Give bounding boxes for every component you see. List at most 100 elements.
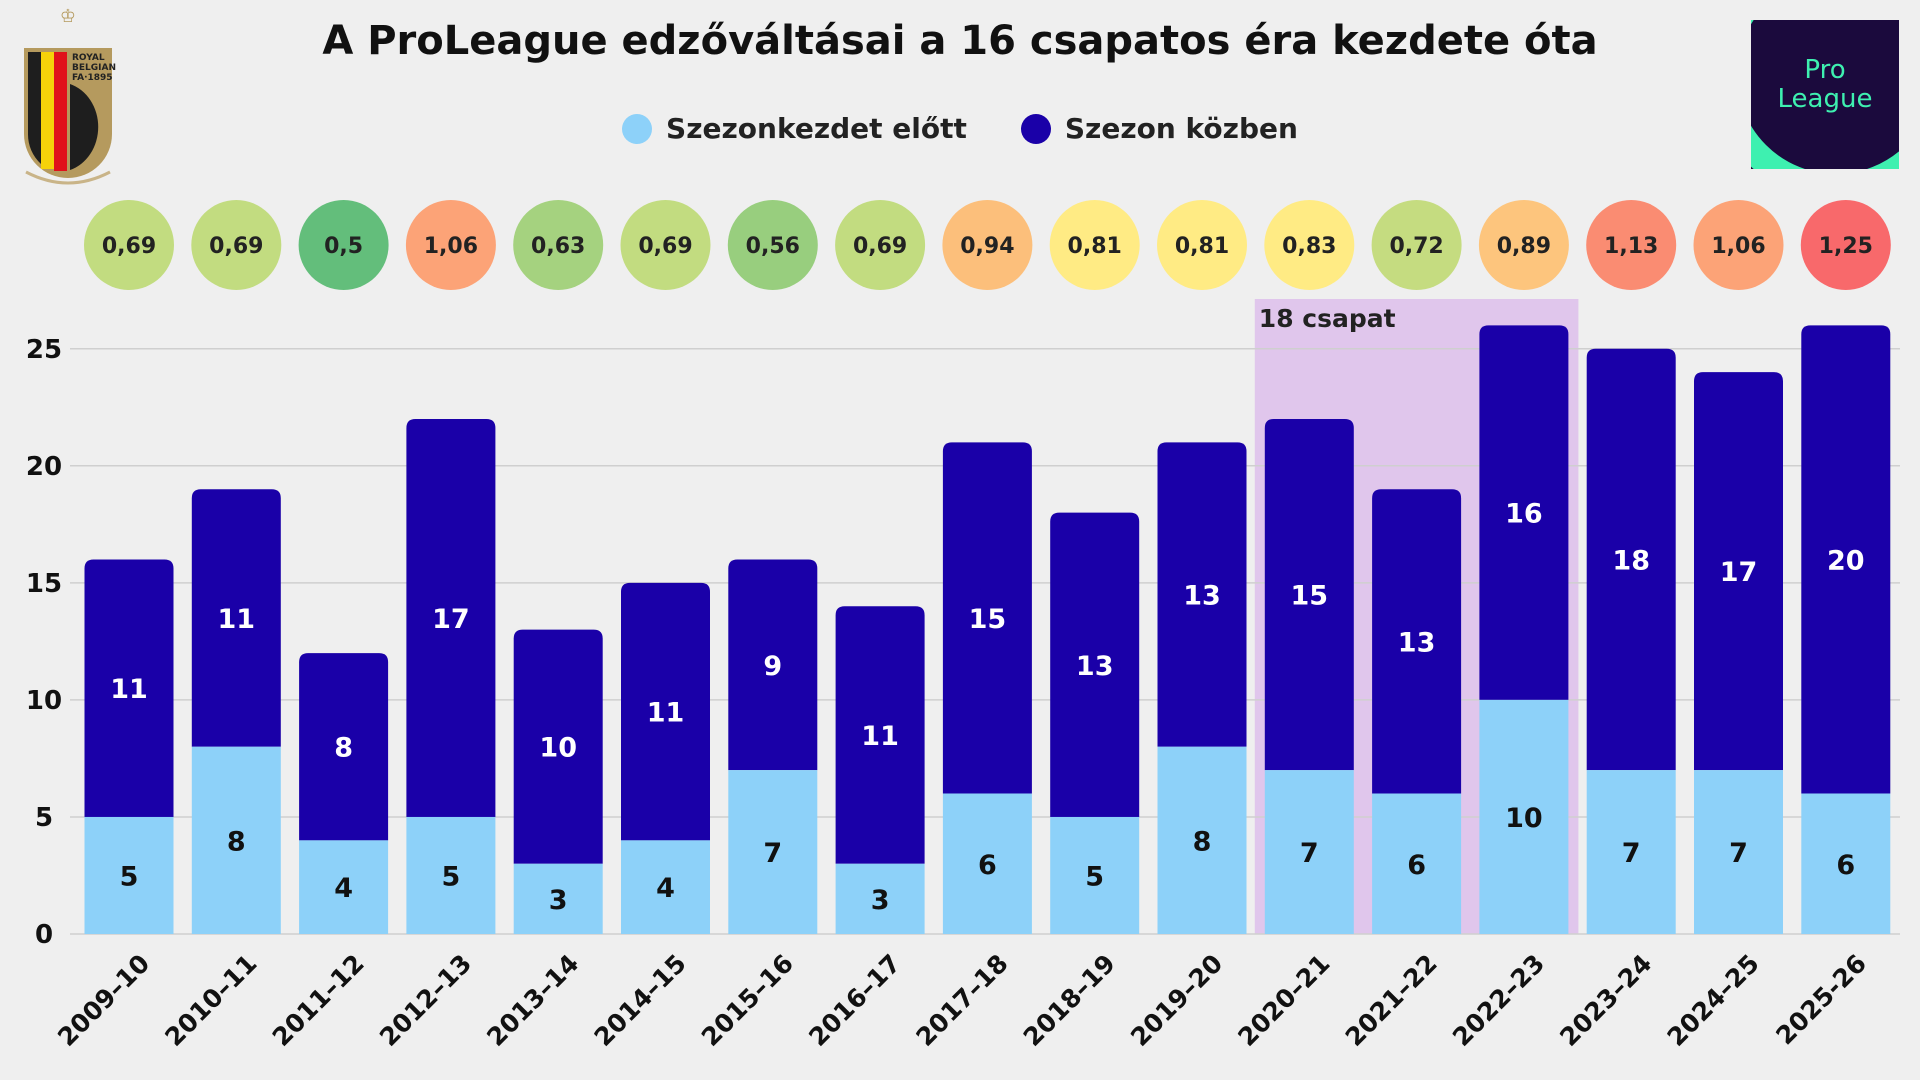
data-label-in-season: 13: [1183, 581, 1221, 612]
data-label-in-season: 17: [1720, 557, 1758, 588]
bar-in-season: [621, 582, 710, 841]
svg-text:BELGIAN: BELGIAN: [72, 63, 116, 73]
y-tick-label: 15: [26, 569, 62, 599]
x-tick-label: 2017–18: [910, 949, 1013, 1052]
data-label-in-season: 20: [1827, 545, 1865, 576]
ratio-label: 0,81: [1068, 234, 1122, 259]
x-tick-label: 2010–11: [159, 949, 262, 1052]
ratio-label: 0,69: [638, 234, 692, 259]
data-label-before-season: 4: [334, 873, 353, 904]
x-tick-label: 2014–15: [589, 949, 692, 1052]
svg-text:♔: ♔: [60, 6, 76, 27]
bar-before-season: [1586, 770, 1676, 934]
x-tick-label: 2023–24: [1554, 949, 1657, 1052]
ratio-label: 1,13: [1604, 234, 1658, 259]
bar-before-season: [1372, 793, 1462, 934]
bar-before-season: [1694, 770, 1783, 934]
ratio-circle: [1157, 200, 1247, 290]
rbfa-logo: ♔ ROYAL BELGIAN FA·1895: [24, 6, 116, 185]
data-label-before-season: 6: [1407, 850, 1426, 881]
ratio-label: 0,63: [531, 234, 585, 259]
data-label-in-season: 11: [110, 674, 148, 705]
data-label-before-season: 8: [1193, 826, 1212, 857]
legend-item-in-season: Szezon közben: [1020, 112, 1298, 145]
ratio-circle: [835, 200, 926, 290]
data-label-in-season: 8: [334, 733, 353, 764]
x-tick-label: 2025-26: [1770, 949, 1872, 1051]
data-label-before-season: 6: [1836, 850, 1855, 881]
ratio-circle: [191, 200, 282, 290]
bar-before-season: [621, 840, 710, 934]
ratio-circle: [1264, 200, 1355, 290]
y-tick-label: 0: [35, 920, 53, 950]
ratio-label: 0,69: [853, 234, 907, 259]
legend-item-before-season: Szezonkezdet előtt: [622, 112, 967, 145]
y-tick-label: 10: [26, 686, 62, 716]
data-label-before-season: 5: [1085, 861, 1104, 892]
bar-before-season: [1157, 746, 1247, 934]
proleague-logo: Pro League: [1751, 20, 1899, 169]
bar-before-season: [191, 746, 281, 934]
svg-text:FA·1895: FA·1895: [72, 73, 113, 83]
data-label-before-season: 7: [1729, 838, 1748, 869]
bar-before-season: [1801, 793, 1891, 934]
ratio-circle: [727, 200, 818, 290]
data-label-before-season: 7: [763, 838, 782, 869]
bar-in-season: [728, 559, 818, 771]
bar-before-season: [728, 770, 818, 934]
bar-in-season: [1586, 348, 1676, 771]
data-label-before-season: 4: [656, 873, 675, 904]
bar-before-season: [1479, 699, 1569, 934]
x-tick-label: 2018–19: [1018, 949, 1121, 1052]
legend-swatch: [622, 113, 653, 144]
x-tick-label: 2019–20: [1125, 949, 1228, 1052]
data-label-in-season: 11: [861, 721, 899, 752]
bar-in-season: [1050, 512, 1140, 817]
bar-in-season: [1264, 418, 1354, 771]
bar-in-season: [84, 559, 174, 817]
ratio-label: 0,89: [1497, 234, 1551, 259]
x-tick-label: 2020–21: [1232, 949, 1335, 1052]
x-tick-label: 2013–14: [481, 949, 584, 1052]
legend-swatch: [1020, 113, 1051, 144]
ratio-circle: [298, 200, 389, 290]
bar-in-season: [191, 489, 281, 747]
bar-in-season: [1694, 372, 1783, 771]
bar-before-season: [1050, 816, 1140, 934]
data-label-before-season: 3: [871, 885, 890, 916]
data-label-in-season: 9: [763, 651, 782, 682]
bar-in-season: [942, 442, 1032, 794]
data-label-in-season: 16: [1505, 499, 1543, 530]
ratio-label: 1,25: [1819, 234, 1873, 259]
data-label-in-season: 15: [969, 604, 1007, 635]
x-tick-label: 2011–12: [267, 949, 370, 1052]
bar-before-season: [942, 793, 1032, 934]
ratio-label: 0,94: [960, 234, 1014, 259]
bar-in-season: [1157, 442, 1247, 747]
data-label-before-season: 6: [978, 850, 997, 881]
ratio-label: 0,72: [1389, 234, 1443, 259]
ratio-label: 0,83: [1282, 234, 1336, 259]
bar-before-season: [299, 840, 389, 934]
bar-in-season: [299, 653, 389, 841]
x-tick-label: 2016–17: [803, 949, 906, 1052]
data-label-in-season: 11: [647, 698, 685, 729]
x-tick-label: 2012–13: [374, 949, 477, 1052]
bar-before-season: [835, 863, 925, 934]
data-label-before-season: 7: [1300, 838, 1319, 869]
data-label-before-season: 10: [1505, 803, 1543, 834]
bar-in-season: [513, 629, 603, 864]
ratio-circle: [1478, 200, 1569, 290]
x-tick-label: 2009–10: [52, 949, 155, 1052]
ratio-circle: [405, 200, 496, 290]
data-label-in-season: 11: [218, 604, 256, 635]
ratio-circle: [942, 200, 1033, 290]
ratio-label: 0,81: [1175, 234, 1229, 259]
ratio-label: 1,06: [1711, 234, 1765, 259]
y-tick-label: 25: [26, 335, 62, 365]
bar-before-season: [84, 816, 174, 934]
bar-in-season: [835, 606, 925, 864]
chart-title: A ProLeague edzőváltásai a 16 csapatos é…: [322, 18, 1598, 64]
ratio-circle: [1800, 200, 1891, 290]
